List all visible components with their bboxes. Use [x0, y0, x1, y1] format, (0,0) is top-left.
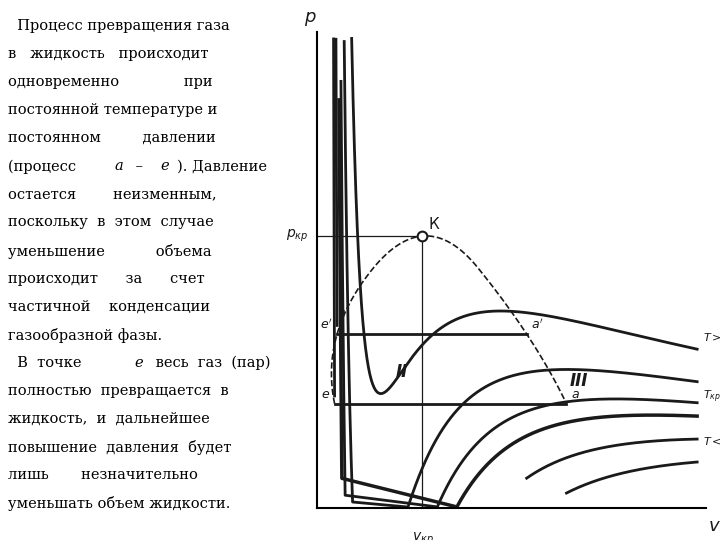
Text: $a$: $a$	[571, 388, 580, 401]
Text: уменьшение           объема: уменьшение объема	[9, 244, 212, 259]
Text: $v_{кр}$: $v_{кр}$	[412, 530, 433, 540]
Text: $e$: $e$	[321, 388, 330, 401]
Text: III: III	[570, 372, 588, 390]
Text: e: e	[134, 356, 143, 370]
Text: лишь       незначительно: лишь незначительно	[9, 468, 198, 482]
Text: одновременно              при: одновременно при	[9, 75, 213, 89]
Text: частичной    конденсации: частичной конденсации	[9, 300, 210, 314]
Text: постоянной температуре и: постоянной температуре и	[9, 103, 217, 117]
Text: В  точке: В точке	[9, 356, 86, 370]
Text: (процесс: (процесс	[9, 159, 81, 174]
Text: $p_{кр}$: $p_{кр}$	[286, 228, 308, 244]
Text: поскольку  в  этом  случае: поскольку в этом случае	[9, 215, 214, 230]
Text: $v$: $v$	[708, 517, 720, 535]
Text: $T<T_{кр}$: $T<T_{кр}$	[703, 436, 720, 453]
Text: К: К	[429, 217, 439, 232]
Text: Процесс превращения газа: Процесс превращения газа	[9, 19, 230, 33]
Text: $e'$: $e'$	[320, 317, 333, 332]
Text: повышение  давления  будет: повышение давления будет	[9, 440, 232, 455]
Text: $a'$: $a'$	[531, 317, 544, 332]
Text: $T>T_{кр}$: $T>T_{кр}$	[703, 332, 720, 348]
Text: весь  газ  (пар): весь газ (пар)	[150, 356, 270, 370]
Text: жидкость,  и  дальнейшее: жидкость, и дальнейшее	[9, 412, 210, 426]
Text: –: –	[131, 159, 148, 173]
Text: $p$: $p$	[304, 10, 317, 28]
Text: происходит      за      счет: происходит за счет	[9, 272, 205, 286]
Text: постоянном         давлении: постоянном давлении	[9, 131, 216, 145]
Text: газообразной фазы.: газообразной фазы.	[9, 328, 163, 343]
Text: уменьшать объем жидкости.: уменьшать объем жидкости.	[9, 496, 230, 511]
Text: e: e	[161, 159, 169, 173]
Text: I: I	[339, 308, 345, 327]
Text: в   жидкость   происходит: в жидкость происходит	[9, 47, 209, 61]
Text: $T_{кр}$: $T_{кр}$	[703, 388, 720, 405]
Text: II: II	[395, 363, 408, 381]
Text: a: a	[114, 159, 123, 173]
Text: полностью  превращается  в: полностью превращается в	[9, 384, 229, 398]
Text: остается        неизменным,: остается неизменным,	[9, 187, 217, 201]
Text: ). Давление: ). Давление	[177, 159, 267, 173]
